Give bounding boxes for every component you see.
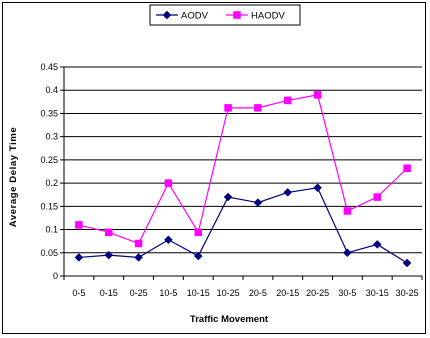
data-point-aodv xyxy=(164,235,173,245)
x-tick-label: 0-5 xyxy=(72,288,85,298)
data-point-haodv xyxy=(343,207,352,215)
data-point-aodv xyxy=(193,251,203,261)
series-haodv xyxy=(75,91,411,248)
x-tick-label: 10-25 xyxy=(217,288,240,298)
y-tick-label: 0 xyxy=(53,271,58,281)
data-point-aodv xyxy=(253,198,263,207)
data-point-haodv xyxy=(313,91,322,99)
data-point-aodv xyxy=(74,253,84,262)
y-tick-label: 0.4 xyxy=(45,85,58,95)
x-tick-label: 30-25 xyxy=(396,288,419,298)
y-tick-label: 0.1 xyxy=(45,225,58,235)
data-point-haodv xyxy=(75,221,83,229)
x-tick-label: 30-15 xyxy=(366,288,389,298)
y-tick-label: 0.2 xyxy=(45,178,58,188)
legend-marker xyxy=(162,10,172,20)
x-tick-label: 10-5 xyxy=(159,288,177,298)
series-aodv xyxy=(74,183,412,268)
data-point-aodv xyxy=(313,183,322,193)
data-point-haodv xyxy=(403,164,411,172)
x-tick-label: 10-15 xyxy=(187,288,210,298)
legend-label: AODV xyxy=(181,11,209,22)
data-point-haodv xyxy=(373,193,381,201)
y-tick-label: 0.05 xyxy=(40,248,58,258)
legend-box xyxy=(149,4,301,26)
y-tick-label: 0.35 xyxy=(40,108,58,118)
axis-labels: 0 0.05 0.1 0.15 0.2 0.25 0.3 0.35 0.4 0.45 0-5 0-15… xyxy=(40,62,418,298)
legend-label: HAODV xyxy=(251,11,285,22)
data-point-haodv xyxy=(134,239,143,248)
y-tick-label: 0.25 xyxy=(40,155,58,165)
legend-marker xyxy=(233,11,241,19)
y-tick-label: 0.45 xyxy=(40,62,58,72)
data-point-aodv xyxy=(372,240,382,249)
x-tick-label: 0-15 xyxy=(100,288,118,298)
x-axis-title: Traffic Movement xyxy=(190,314,269,325)
x-tick-label: 0-25 xyxy=(130,288,148,298)
legend: AODV HAODV xyxy=(149,4,301,26)
data-point-haodv xyxy=(105,228,113,237)
data-point-aodv xyxy=(402,258,412,268)
data-point-aodv xyxy=(343,248,352,258)
grid-lines xyxy=(64,66,422,254)
data-point-haodv xyxy=(164,179,173,187)
series-line-haodv xyxy=(78,94,408,245)
data-point-aodv xyxy=(223,192,233,202)
y-tick-label: 0.3 xyxy=(45,132,58,142)
y-axis-title: Average Delay Time xyxy=(8,127,19,228)
data-point-aodv xyxy=(283,188,293,197)
data-point-aodv xyxy=(104,250,114,260)
series-layer xyxy=(74,91,412,268)
x-tick-label: 20-5 xyxy=(249,288,267,298)
data-point-haodv xyxy=(194,228,202,237)
x-tick-label: 20-25 xyxy=(306,288,329,298)
data-point-aodv xyxy=(134,253,143,262)
data-point-haodv xyxy=(224,104,232,112)
y-tick-label: 0.15 xyxy=(40,201,58,211)
axes xyxy=(60,66,423,280)
series-line-aodv xyxy=(78,187,408,264)
x-tick-label: 30-5 xyxy=(338,288,356,298)
data-point-haodv xyxy=(284,96,292,105)
x-tick-label: 20-15 xyxy=(276,288,299,298)
data-point-haodv xyxy=(254,104,262,112)
